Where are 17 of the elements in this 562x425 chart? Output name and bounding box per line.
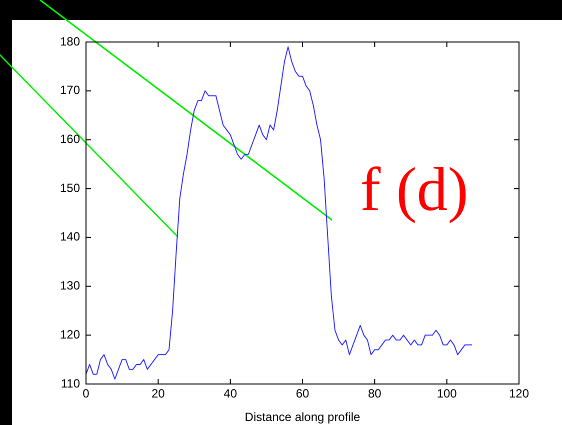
y-tick-label: 180: [60, 34, 80, 48]
y-tick-label: 110: [60, 376, 80, 390]
x-tick-label: 120: [508, 386, 530, 401]
x-tick-label: 0: [82, 386, 90, 401]
y-tick-label: 140: [60, 230, 80, 244]
y-tick-label: 120: [60, 327, 80, 342]
y-tick-label: 170: [60, 83, 80, 98]
x-tick-label: 80: [368, 386, 382, 401]
x-tick-label: 100: [436, 386, 458, 401]
x-tick-label: 40: [224, 386, 238, 401]
y-tick-label: 150: [60, 180, 80, 195]
x-tick-label: 20: [151, 386, 166, 401]
x-axis-title: Distance along profile: [244, 410, 361, 424]
y-tick-label: 160: [60, 132, 80, 146]
y-tick-label: 130: [60, 278, 80, 293]
x-tick-label: 60: [296, 386, 310, 401]
annotation: f (d): [360, 156, 468, 224]
